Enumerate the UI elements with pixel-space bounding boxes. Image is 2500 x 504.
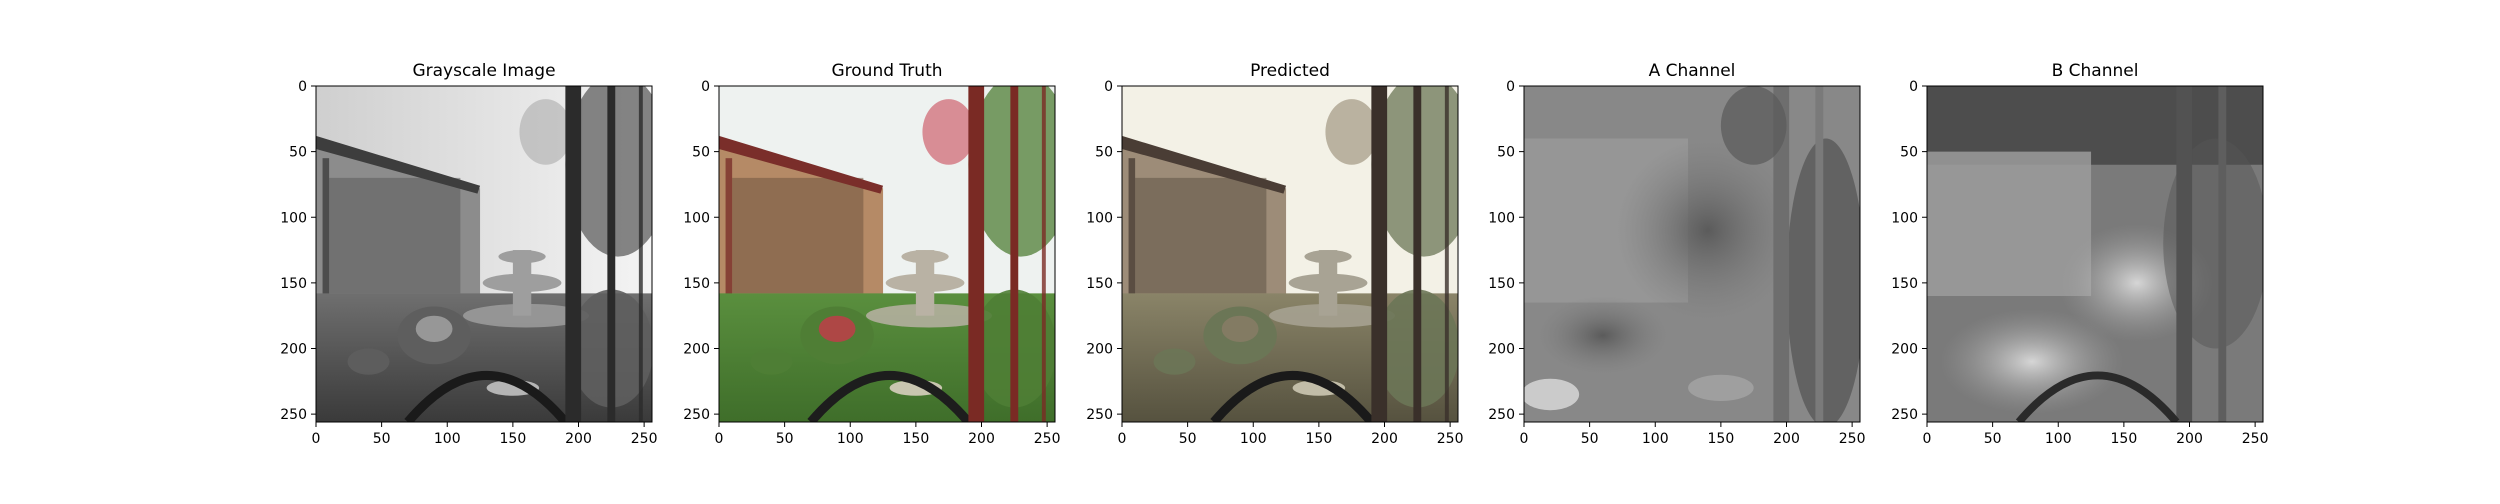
y-tick-label: 0 bbox=[1104, 79, 1113, 95]
y-tick-label: 100 bbox=[1891, 210, 1918, 226]
x-tick-label: 200 bbox=[968, 431, 995, 447]
x-tick-label: 50 bbox=[1984, 431, 2002, 447]
x-tick-label: 100 bbox=[1240, 431, 1267, 447]
panel-title: Grayscale Image bbox=[412, 61, 555, 81]
x-tick-label: 0 bbox=[1118, 431, 1127, 447]
y-tick-label: 50 bbox=[692, 145, 710, 161]
x-tick-label: 50 bbox=[1179, 431, 1197, 447]
x-tick-label: 150 bbox=[1306, 431, 1333, 447]
panel-2: Predicted 0 50 100 150 200 250 0 50 100 150 200 250 bbox=[1086, 61, 1464, 447]
x-tick-label: 0 bbox=[1923, 431, 1932, 447]
y-tick-label: 0 bbox=[1909, 79, 1918, 95]
axes-frame bbox=[718, 85, 1056, 423]
y-tick-label: 200 bbox=[1891, 342, 1918, 358]
y-tick-label: 100 bbox=[683, 210, 710, 226]
panel-title: Predicted bbox=[1250, 61, 1330, 81]
x-tick-label: 100 bbox=[837, 431, 864, 447]
y-tick-label: 50 bbox=[289, 145, 307, 161]
x-tick-label: 50 bbox=[373, 431, 391, 447]
x-tick-label: 250 bbox=[2242, 431, 2269, 447]
x-tick-label: 200 bbox=[565, 431, 592, 447]
y-tick-label: 0 bbox=[298, 79, 307, 95]
x-tick-label: 150 bbox=[500, 431, 527, 447]
y-tick-label: 150 bbox=[1891, 276, 1918, 292]
y-tick-label: 250 bbox=[1488, 407, 1515, 423]
x-tick-label: 200 bbox=[1371, 431, 1398, 447]
panel-3: A Channel 0 50 100 150 200 250 0 50 100 150 200 250 bbox=[1488, 61, 1865, 447]
x-tick-label: 50 bbox=[1581, 431, 1599, 447]
y-tick-label: 50 bbox=[1497, 145, 1515, 161]
y-tick-label: 250 bbox=[683, 407, 710, 423]
panel-4: B Channel 0 50 100 150 200 250 0 50 100 150 200 250 bbox=[1891, 61, 2268, 447]
x-tick-label: 250 bbox=[631, 431, 658, 447]
x-tick-label: 250 bbox=[1034, 431, 1061, 447]
panel-0: Grayscale Image 0 50 100 150 200 250 0 50 100 150 2… bbox=[280, 61, 658, 447]
x-tick-label: 200 bbox=[1773, 431, 1800, 447]
y-tick-label: 200 bbox=[683, 342, 710, 358]
x-tick-label: 150 bbox=[2111, 431, 2138, 447]
y-tick-label: 150 bbox=[683, 276, 710, 292]
x-tick-label: 0 bbox=[715, 431, 724, 447]
x-tick-label: 100 bbox=[1642, 431, 1669, 447]
axes-frame bbox=[315, 85, 653, 423]
x-tick-label: 100 bbox=[2045, 431, 2072, 447]
y-tick-label: 100 bbox=[280, 210, 307, 226]
y-tick-label: 50 bbox=[1900, 145, 1918, 161]
x-tick-label: 150 bbox=[1708, 431, 1735, 447]
x-tick-label: 100 bbox=[434, 431, 461, 447]
panel-image bbox=[1122, 86, 1458, 422]
y-tick-label: 0 bbox=[701, 79, 710, 95]
panel-title: A Channel bbox=[1649, 61, 1736, 81]
axes-frame bbox=[1523, 85, 1861, 423]
panel-image bbox=[316, 86, 652, 422]
axes-frame bbox=[1121, 85, 1459, 423]
y-tick-label: 250 bbox=[280, 407, 307, 423]
y-tick-label: 50 bbox=[1095, 145, 1113, 161]
y-tick-label: 250 bbox=[1891, 407, 1918, 423]
panel-title: B Channel bbox=[2052, 61, 2139, 81]
x-tick-label: 200 bbox=[2176, 431, 2203, 447]
y-tick-label: 0 bbox=[1506, 79, 1515, 95]
y-tick-label: 150 bbox=[1488, 276, 1515, 292]
panel-image bbox=[1524, 86, 1860, 422]
axes-frame bbox=[1926, 85, 2264, 423]
y-tick-label: 150 bbox=[1086, 276, 1113, 292]
y-tick-label: 200 bbox=[1086, 342, 1113, 358]
x-tick-label: 250 bbox=[1437, 431, 1464, 447]
y-tick-label: 100 bbox=[1488, 210, 1515, 226]
panel-title: Ground Truth bbox=[831, 61, 942, 81]
x-tick-label: 0 bbox=[1520, 431, 1529, 447]
panel-1: Ground Truth 0 50 100 150 200 250 0 50 100 150 200 2… bbox=[683, 61, 1061, 447]
x-tick-label: 250 bbox=[1839, 431, 1866, 447]
y-tick-label: 200 bbox=[1488, 342, 1515, 358]
panel-image bbox=[1927, 86, 2263, 422]
y-tick-label: 100 bbox=[1086, 210, 1113, 226]
x-tick-label: 0 bbox=[312, 431, 321, 447]
y-tick-label: 200 bbox=[280, 342, 307, 358]
x-tick-label: 150 bbox=[903, 431, 930, 447]
x-tick-label: 50 bbox=[776, 431, 794, 447]
y-tick-label: 250 bbox=[1086, 407, 1113, 423]
panel-image bbox=[719, 86, 1055, 422]
y-tick-label: 150 bbox=[280, 276, 307, 292]
